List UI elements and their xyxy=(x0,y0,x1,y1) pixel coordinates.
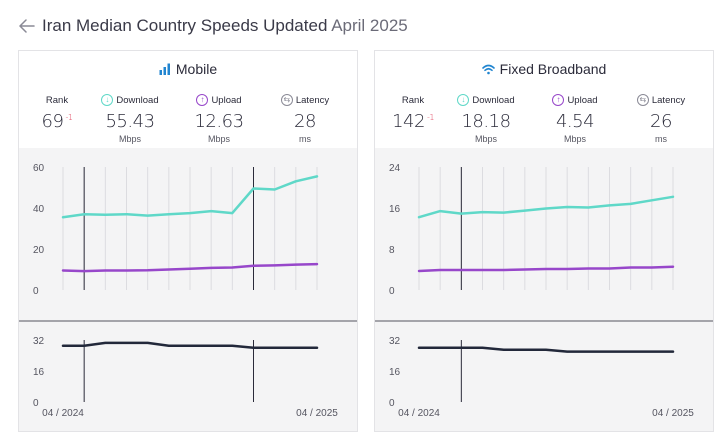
latency-label: Latency xyxy=(295,94,330,106)
rank-value: 69 xyxy=(41,111,64,132)
mobile-card: Mobile Rank 69 -1 ↓ Download 55.43 Mbps ↑ U… xyxy=(18,50,358,432)
download-label: Download xyxy=(472,94,515,106)
latency-y-tick-label: 16 xyxy=(389,367,401,378)
signal-bars-icon xyxy=(159,63,171,75)
mobile-card-title: Mobile xyxy=(19,59,357,79)
y-tick-label: 0 xyxy=(389,286,395,297)
mobile-chart: 0 20 40 60 0 16 32 04 / 2024 04 / 2025 xyxy=(19,163,357,419)
download-value: 18.18 xyxy=(461,111,511,132)
download-label: Download xyxy=(116,94,159,106)
wifi-icon xyxy=(481,64,495,75)
y-tick-label: 20 xyxy=(33,245,45,256)
y-tick-label: 16 xyxy=(389,204,401,215)
y-tick-label: 24 xyxy=(389,163,401,174)
broadband-download: ↓ Download 18.18 Mbps xyxy=(446,93,526,145)
latency-y-tick-label: 32 xyxy=(389,336,401,347)
upload-unit: Mbps xyxy=(207,134,230,144)
rank-delta: -1 xyxy=(426,113,434,122)
mobile-summary: Mobile Rank 69 -1 ↓ Download 55.43 Mbps ↑ U… xyxy=(19,51,357,148)
latency-value: 26 xyxy=(650,111,672,132)
page-title-prefix: Iran Median Country Speeds Updated xyxy=(42,16,328,35)
broadband-latency: ⇆ Latency 26 ms xyxy=(621,93,701,145)
broadband-summary: Fixed Broadband Rank 142 -1 ↓ Download 18.… xyxy=(375,51,713,148)
broadband-card: Fixed Broadband Rank 142 -1 ↓ Download 18.… xyxy=(374,50,714,432)
x-tick-label-end: 04 / 2025 xyxy=(652,408,694,419)
broadband-chart: 0 8 16 24 0 16 32 04 / 2024 04 / 2025 xyxy=(375,163,713,419)
x-tick-label-start: 04 / 2024 xyxy=(42,408,84,419)
upload-value: 4.54 xyxy=(555,111,595,132)
download-unit: Mbps xyxy=(118,134,141,144)
broadband-upload: ↑ Upload 4.54 Mbps xyxy=(535,93,615,145)
upload-label: Upload xyxy=(211,94,242,106)
latency-y-tick-label: 16 xyxy=(33,367,45,378)
mobile-latency: ⇆ Latency 28 ms xyxy=(265,93,345,145)
upload-value: 12.63 xyxy=(194,111,244,132)
download-series-line[interactable] xyxy=(417,195,675,219)
y-tick-label: 8 xyxy=(389,245,395,256)
y-tick-label: 60 xyxy=(33,163,45,174)
latency-label: Latency xyxy=(651,94,686,106)
rank-value: 142 xyxy=(392,111,425,132)
arrow-up-circle-icon: ↑ xyxy=(552,94,565,106)
upload-label: Upload xyxy=(567,94,598,106)
mobile-rank: Rank 69 -1 xyxy=(24,93,90,133)
download-unit: Mbps xyxy=(474,134,497,144)
arrows-exchange-circle-icon: ⇆ xyxy=(636,94,649,106)
page-header: Iran Median Country Speeds Updated April… xyxy=(16,14,408,38)
mobile-download: ↓ Download 55.43 Mbps xyxy=(90,93,170,145)
upload-unit: Mbps xyxy=(563,134,586,144)
latency-series-line[interactable] xyxy=(417,346,675,353)
broadband-title-text: Fixed Broadband xyxy=(499,61,607,77)
broadband-card-title: Fixed Broadband xyxy=(375,59,713,79)
back-arrow-icon[interactable] xyxy=(16,15,38,37)
arrow-up-circle-icon: ↑ xyxy=(196,94,209,106)
y-tick-label: 0 xyxy=(33,286,39,297)
x-tick-label-end: 04 / 2025 xyxy=(296,408,338,419)
rank-label: Rank xyxy=(45,94,69,106)
rank-delta: -1 xyxy=(65,113,73,122)
latency-unit: ms xyxy=(655,134,667,144)
upload-series-line[interactable] xyxy=(417,265,675,273)
broadband-rank: Rank 142 -1 xyxy=(380,93,446,133)
page-title-date: April 2025 xyxy=(331,16,408,35)
upload-series-line[interactable] xyxy=(61,262,319,273)
download-series-line[interactable] xyxy=(61,175,319,219)
latency-series-line[interactable] xyxy=(61,341,319,350)
latency-y-tick-label: 0 xyxy=(33,398,39,409)
latency-y-tick-label: 0 xyxy=(389,398,395,409)
rank-label: Rank xyxy=(401,94,425,106)
page-title: Iran Median Country Speeds Updated April… xyxy=(42,16,408,36)
arrows-exchange-circle-icon: ⇆ xyxy=(280,94,293,106)
arrow-down-circle-icon: ↓ xyxy=(101,94,114,106)
download-value: 55.43 xyxy=(105,111,155,132)
x-tick-label-start: 04 / 2024 xyxy=(398,408,440,419)
latency-value: 28 xyxy=(294,111,316,132)
arrow-down-circle-icon: ↓ xyxy=(457,94,470,106)
y-tick-label: 40 xyxy=(33,204,45,215)
mobile-upload: ↑ Upload 12.63 Mbps xyxy=(179,93,259,145)
mobile-title-text: Mobile xyxy=(175,61,218,77)
latency-y-tick-label: 32 xyxy=(33,336,45,347)
latency-unit: ms xyxy=(299,134,311,144)
